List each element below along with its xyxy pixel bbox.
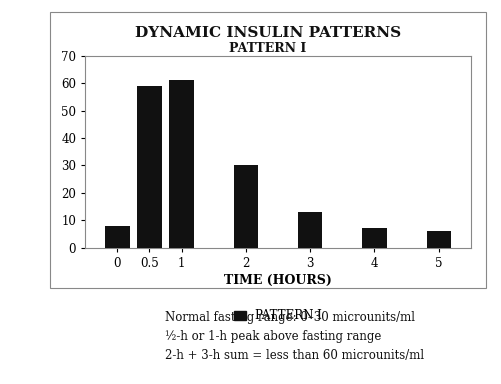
Text: DYNAMIC INSULIN PATTERNS: DYNAMIC INSULIN PATTERNS bbox=[135, 26, 401, 40]
Bar bbox=[298, 212, 323, 248]
Bar bbox=[105, 226, 130, 248]
Bar bbox=[169, 80, 194, 248]
Text: Normal fasting range: 0–30 microunits/ml
½-h or 1-h peak above fasting range
2-h: Normal fasting range: 0–30 microunits/ml… bbox=[165, 311, 424, 362]
Bar bbox=[426, 231, 451, 248]
Bar bbox=[233, 166, 258, 248]
Text: PATTERN I: PATTERN I bbox=[229, 41, 307, 55]
Legend: PATTERN I: PATTERN I bbox=[234, 310, 322, 323]
X-axis label: TIME (HOURS): TIME (HOURS) bbox=[224, 274, 332, 287]
Bar bbox=[137, 86, 162, 248]
Bar bbox=[362, 228, 387, 248]
